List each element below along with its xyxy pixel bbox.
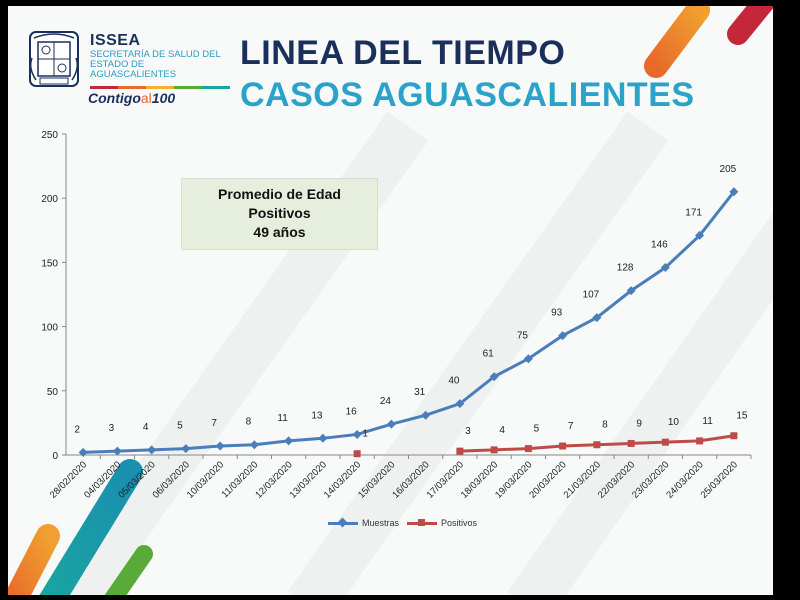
state-crest-icon [29,31,79,87]
data-label-muestras: 40 [448,376,460,387]
data-label-muestras: 61 [483,349,495,360]
callout-line3: 49 años [253,224,306,240]
data-label-muestras: 93 [551,308,563,319]
data-point-muestras [78,447,88,457]
data-label-positivos: 8 [602,420,608,431]
data-label-positivos: 10 [668,417,680,428]
data-label-positivos: 15 [736,411,748,422]
green-stripe-bottom [104,545,153,595]
legend-label-muestras: Muestras [362,518,400,528]
data-label-muestras: 2 [74,424,80,435]
slogan-al: al [140,90,152,106]
slide: ISSEA SECRETARÍA DE SALUD DEL ESTADO DE … [8,6,773,595]
data-point-muestras [386,419,396,429]
data-label-muestras: 3 [109,423,115,434]
legend-label-positivos: Positivos [441,518,478,528]
data-label-muestras: 8 [246,417,252,428]
data-point-positivos [696,437,704,445]
data-point-positivos [559,442,567,450]
data-label-muestras: 13 [311,410,323,421]
orange-stripe-bottom [8,524,60,595]
slogan-main: Contigo [88,90,141,106]
legend-item-muestras: Muestras [328,517,400,528]
issea-logo: ISSEA SECRETARÍA DE SALUD DEL ESTADO DE … [26,28,230,118]
data-label-positivos: 3 [465,426,471,437]
data-label-positivos: 1 [362,429,368,440]
data-label-muestras: 128 [617,263,634,274]
callout-line1: Promedio de Edad [218,186,341,202]
data-point-muestras [284,436,294,446]
data-label-positivos: 4 [499,425,505,436]
data-point-positivos [730,432,738,440]
y-tick-label: 50 [47,387,59,398]
callout-line2: Positivos [248,205,311,221]
data-point-muestras [489,372,499,382]
y-tick-label: 200 [41,194,58,205]
data-label-muestras: 7 [211,418,217,429]
data-label-muestras: 11 [277,413,288,424]
data-label-muestras: 4 [143,422,149,433]
data-point-muestras [421,410,431,420]
legend-item-positivos: Positivos [407,518,477,528]
teal-stripe-bottom [39,459,143,595]
page-title-line2: CASOS AGUASCALIENTES [240,76,695,114]
data-label-muestras: 75 [517,331,529,342]
y-tick-label: 150 [41,258,58,269]
data-point-muestras [455,399,465,409]
data-point-muestras [729,187,739,197]
red-stripe-top [727,6,773,45]
y-tick-label: 250 [41,130,58,141]
org-name: ISSEA [90,32,141,49]
data-point-muestras [592,313,602,323]
x-tick-label: 10/03/2020 [185,459,226,500]
org-subtitle: SECRETARÍA DE SALUD DEL ESTADO DE AGUASC… [90,49,221,80]
legend-swatch-muestras [328,517,358,528]
x-tick-label: 25/03/2020 [699,459,740,500]
data-label-muestras: 31 [414,387,426,398]
series-line-muestras [83,190,736,454]
data-label-muestras: 24 [380,396,392,407]
data-point-positivos [593,441,601,449]
data-label-muestras: 16 [346,406,358,417]
slogan-num: 100 [151,90,176,106]
data-point-muestras [352,429,362,439]
legend-swatch-positivos [407,518,438,528]
chart-legend: Muestras Positivos [328,517,477,528]
y-tick-label: 100 [41,323,58,334]
data-point-muestras [695,230,705,240]
data-label-positivos: 7 [568,421,574,432]
data-point-positivos [456,447,464,455]
line-chart: 05010015020025028/02/202004/03/202005/03… [41,130,752,501]
data-label-muestras: 146 [651,240,668,251]
data-label-positivos: 9 [636,418,642,429]
data-label-muestras: 107 [583,290,600,301]
data-point-muestras [318,433,328,443]
data-point-muestras [112,446,122,456]
data-point-muestras [558,331,568,341]
orange-stripe-top [644,6,710,78]
data-point-positivos [661,438,669,446]
data-point-muestras [523,354,533,364]
data-point-muestras [147,445,157,455]
slogan-color-bar [90,86,230,89]
age-average-callout: Promedio de Edad Positivos 49 años [181,178,378,250]
data-label-positivos: 11 [702,416,713,427]
data-point-muestras [249,440,259,450]
data-point-positivos [627,439,635,447]
y-tick-label: 0 [52,451,58,462]
data-point-muestras [626,286,636,296]
slogan: Contigoal100 [88,90,175,106]
data-label-muestras: 171 [685,207,702,218]
data-point-positivos [490,446,498,454]
data-label-muestras: 5 [177,421,183,432]
page-title-line1: LINEA DEL TIEMPO [240,34,566,72]
data-point-muestras [660,263,670,273]
data-point-positivos [353,450,361,458]
data-point-positivos [524,445,532,453]
data-point-muestras [181,444,191,454]
data-point-muestras [215,441,225,451]
data-label-positivos: 5 [534,424,540,435]
data-label-muestras: 205 [720,164,737,175]
